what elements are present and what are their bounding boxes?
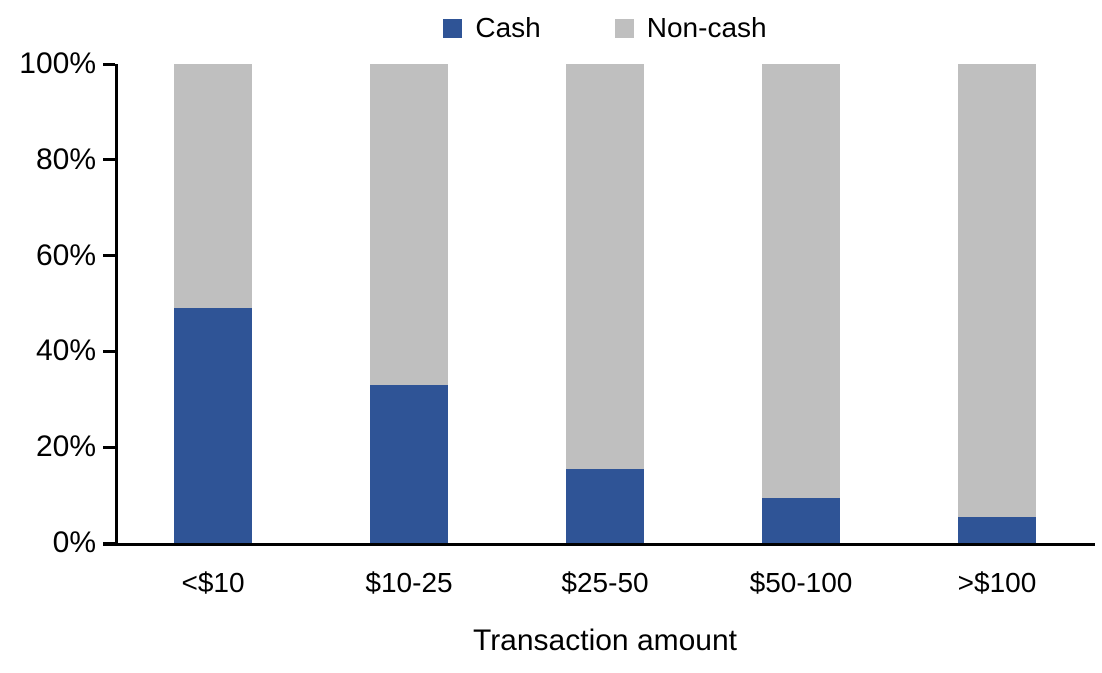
cash-swatch-icon: [443, 18, 463, 38]
y-axis-label: 80%: [35, 142, 96, 176]
bar-segment-non-cash: [958, 64, 1036, 517]
y-axis-labels: 0% 20% 40% 60% 80% 100%: [0, 49, 96, 558]
y-axis-label: 40%: [35, 334, 96, 368]
y-axis-label: 20%: [35, 430, 96, 464]
x-axis-line: [103, 543, 1095, 546]
bar-segment-non-cash: [566, 64, 644, 469]
plot-area: [103, 62, 1095, 546]
legend: Cash Non-cash: [115, 8, 1095, 48]
y-tick-mark: [103, 349, 115, 353]
x-axis-label: $50-100: [749, 567, 853, 598]
x-axis-label: <$10: [181, 567, 245, 598]
x-axis-label: >$100: [957, 567, 1037, 598]
y-axis-label: 100%: [19, 47, 96, 80]
y-axis-label: 0%: [52, 526, 96, 559]
bar-segment-non-cash: [370, 64, 448, 385]
x-axis-label: $25-50: [561, 567, 649, 598]
y-tick-mark: [103, 541, 115, 545]
x-axis-title: Transaction amount: [472, 624, 738, 657]
bar-segment-non-cash: [174, 64, 252, 309]
y-axis-label: 60%: [35, 238, 96, 272]
y-tick-mark: [103, 158, 115, 162]
bar-segment-cash: [370, 384, 448, 543]
bar-segment-cash: [762, 497, 840, 543]
y-tick-mark: [103, 254, 115, 258]
bar-segment-cash: [958, 516, 1036, 543]
legend-label-cash: Cash: [475, 12, 541, 43]
y-tick-mark: [103, 62, 115, 66]
y-axis-line: [115, 64, 118, 546]
x-axis-label: $10-25: [365, 567, 453, 598]
legend-item-non-cash: Non-cash: [614, 12, 767, 43]
non-cash-swatch-icon: [614, 18, 634, 38]
legend-label-non-cash: Non-cash: [646, 12, 767, 43]
legend-item-cash: Cash: [443, 12, 541, 43]
bar-segment-cash: [566, 468, 644, 543]
bar-segment-non-cash: [762, 64, 840, 498]
y-tick-mark: [103, 445, 115, 449]
bar-segment-cash: [174, 308, 252, 543]
